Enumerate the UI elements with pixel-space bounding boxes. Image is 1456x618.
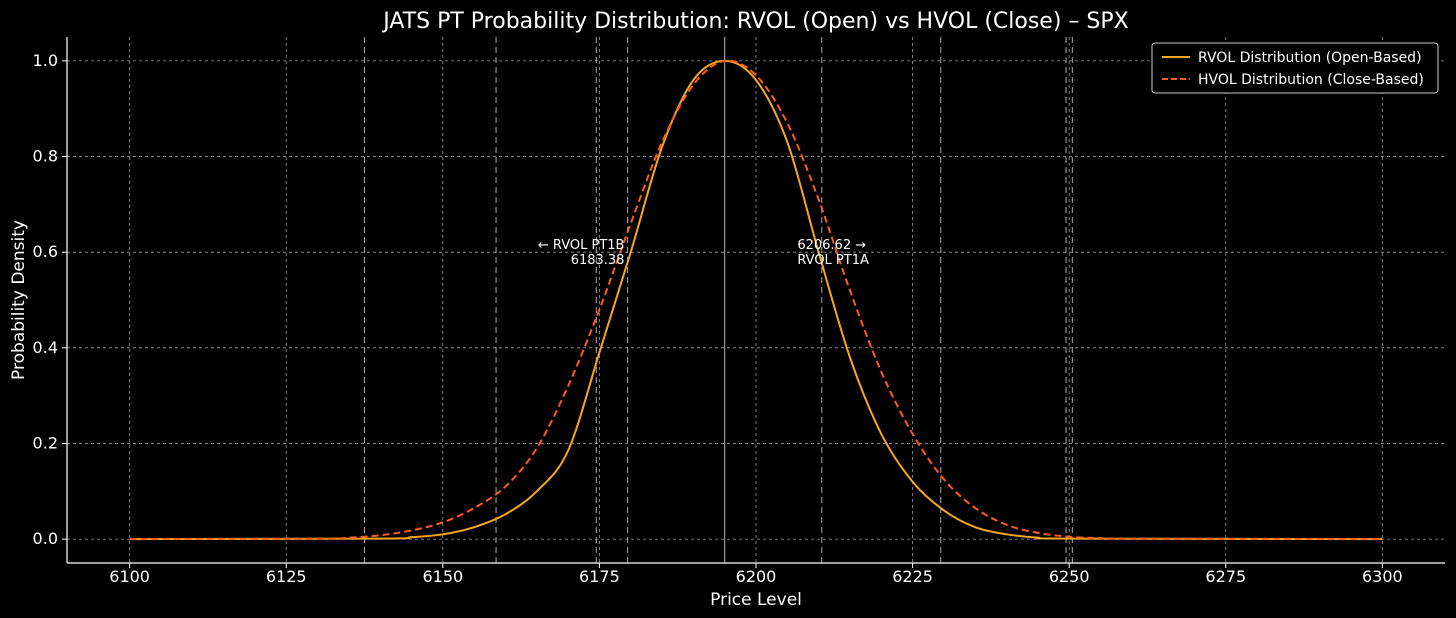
- x-tick-label: 6175: [579, 567, 620, 586]
- annotation-line: RVOL PT1A: [797, 253, 869, 268]
- y-tick-label: 0.0: [33, 529, 58, 548]
- y-tick-label: 1.0: [33, 51, 58, 70]
- annotations: ← RVOL PT1B 6183.38 6206.62 → RVOL PT1A: [538, 238, 869, 268]
- y-tick-label: 0.6: [33, 242, 58, 261]
- y-tick-label: 0.2: [33, 433, 58, 452]
- annotation-label: ← RVOL PT1B 6183.38: [538, 238, 625, 268]
- annotation-label: 6206.62 → RVOL PT1A: [797, 238, 869, 268]
- reference-lines: [364, 37, 1073, 563]
- x-tick-label: 6250: [1049, 567, 1090, 586]
- x-axis-title: Price Level: [710, 590, 802, 610]
- y-axis-title: Probability Density: [9, 220, 29, 380]
- x-tick-label: 6100: [109, 567, 150, 586]
- legend-box: [1151, 42, 1439, 94]
- x-tick-label: 6225: [892, 567, 933, 586]
- hvol-series-line: [129, 59, 1383, 541]
- x-tick-label: 6150: [422, 567, 463, 586]
- y-tick-label: 0.8: [33, 147, 58, 166]
- chart-title: JATS PT Probability Distribution: RVOL (…: [381, 9, 1128, 34]
- annotation-line: ← RVOL PT1B: [538, 238, 625, 253]
- annotation-line: 6206.62 →: [797, 238, 866, 253]
- annotation-line: 6183.38: [571, 253, 625, 268]
- x-tick-label: 6300: [1362, 567, 1403, 586]
- legend: RVOL Distribution (Open-Based) HVOL Distr…: [1151, 42, 1439, 94]
- legend-label: RVOL Distribution (Open-Based): [1198, 50, 1422, 66]
- x-tick-label: 6200: [736, 567, 777, 586]
- y-tick-label: 0.4: [33, 338, 58, 357]
- series: [129, 59, 1383, 541]
- legend-label: HVOL Distribution (Close-Based): [1198, 72, 1424, 88]
- x-tick-label: 6125: [266, 567, 307, 586]
- x-tick-label: 6275: [1205, 567, 1246, 586]
- axes: 6100 6125 6150 6175 6200 6225 6250 6275 6300 0.0 0…: [33, 37, 1445, 586]
